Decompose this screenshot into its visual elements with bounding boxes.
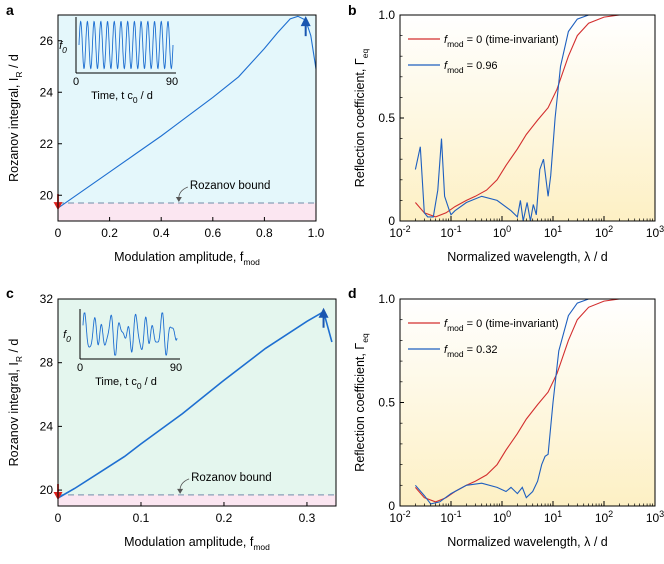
y-axis-label: Rozanov integral, IR / d — [7, 339, 24, 467]
x-tick-label: 102 — [595, 509, 613, 525]
plot-frame — [57, 14, 317, 222]
x-tick-label: 0.3 — [299, 511, 316, 525]
modulated-curve — [414, 298, 655, 505]
y-tick-label: 0 — [388, 499, 395, 513]
inset-x-tick-label: 0 — [77, 362, 83, 374]
x-tick-label: 0.2 — [101, 226, 118, 240]
x-tick-label: 0.8 — [256, 226, 273, 240]
x-tick-label: 0 — [55, 226, 62, 240]
above-bound-region — [58, 15, 316, 203]
panel-label: d — [348, 285, 357, 301]
x-axis-label: Modulation amplitude, fmod — [124, 535, 270, 552]
inset-y-label: f0 — [63, 329, 71, 344]
x-tick-label: 102 — [595, 224, 613, 240]
inset-x-label: Time, t c0 / d — [91, 90, 153, 105]
bound-pointer-head — [175, 196, 182, 202]
legend-label-modulated: fmod = 0.96 — [444, 60, 498, 75]
blue-arrow-icon — [300, 16, 311, 27]
y-tick-label: 0 — [388, 214, 395, 228]
x-tick-label: 10-2 — [389, 509, 410, 525]
x-axis-label: Normalized wavelength, λ / d — [447, 535, 608, 549]
panel-b: 10-2 10-1 100 101 102 103 0 0.5 1.0 fmod = 0 (tim… — [348, 2, 664, 264]
panel-d: 10-2 10-1 100 101 102 103 0 0.5 1.0 fmod = 0 (tim… — [348, 285, 664, 549]
x-tick-label: 101 — [544, 509, 562, 525]
y-tick-label: 24 — [40, 85, 54, 99]
below-bound-region — [58, 494, 336, 506]
rozanov-bound-label: Rozanov bound — [190, 180, 271, 192]
panel-label: a — [6, 2, 14, 18]
rozanov-curve — [57, 310, 333, 499]
x-tick-label: 0.6 — [204, 226, 221, 240]
above-bound-region — [58, 299, 336, 495]
x-tick-label: 0.4 — [153, 226, 170, 240]
x-tick-label: 101 — [544, 224, 562, 240]
legend-label-time-invariant: fmod = 0 (time-invariant) — [444, 34, 559, 49]
x-tick-label: 10-1 — [440, 509, 461, 525]
x-axis-label: Normalized wavelength, λ / d — [447, 250, 608, 264]
modulated-curve — [414, 14, 655, 222]
panel-label: b — [348, 2, 357, 18]
y-tick-label: 20 — [40, 188, 54, 202]
y-tick-label: 32 — [40, 292, 54, 306]
legend-label-time-invariant: fmod = 0 (time-invariant) — [444, 318, 559, 333]
y-tick-label: 22 — [40, 137, 54, 151]
plot-background — [400, 15, 655, 221]
x-axis-label: Modulation amplitude, fmod — [114, 250, 260, 267]
y-tick-label: 20 — [40, 483, 54, 497]
x-tick-label: 0.2 — [216, 511, 233, 525]
panel-c: Rozanov bound 0 0.1 0.2 0.3 20 24 28 32 Modulatio… — [6, 285, 337, 552]
legend-label-modulated: fmod = 0.32 — [444, 344, 498, 359]
x-tick-label: 0.1 — [133, 511, 150, 525]
y-axis-label: Reflection coefficient, Γeq — [353, 49, 370, 188]
inset-x-tick-label: 90 — [170, 362, 182, 374]
y-tick-label: 0.5 — [378, 111, 395, 125]
x-tick-label: 100 — [493, 509, 511, 525]
y-tick-label: 0.5 — [378, 396, 395, 410]
panel-a: Rozanov bound 0 0.2 0.4 0.6 0.8 1.0 20 22 24 26 Mod… — [6, 2, 325, 267]
y-tick-label: 28 — [40, 356, 54, 370]
x-tick-label: 1.0 — [308, 226, 325, 240]
y-axis-label: Reflection coefficient, Γeq — [353, 333, 370, 472]
bound-pointer-head — [177, 488, 184, 494]
rozanov-bound-label: Rozanov bound — [191, 472, 272, 484]
y-tick-label: 24 — [40, 419, 54, 433]
y-tick-label: 1.0 — [378, 292, 395, 306]
below-bound-region — [58, 202, 316, 221]
y-axis-label: Rozanov integral, IR / d — [7, 54, 24, 182]
inset-x-label: Time, t c0 / d — [95, 376, 157, 391]
inset-modulation: f0 0 90 Time, t c0 / d — [63, 309, 182, 391]
rozanov-curve — [57, 15, 317, 209]
y-tick-label: 1.0 — [378, 8, 395, 22]
inset-x-tick-label: 0 — [73, 76, 79, 88]
inset-x-tick-label: 90 — [166, 76, 178, 88]
inset-modulation: f0 0 90 Time, t c0 / d — [59, 17, 178, 105]
inset-y-label: f0 — [59, 40, 67, 55]
inset-waveform — [78, 20, 174, 70]
x-tick-label: 103 — [646, 509, 664, 525]
x-tick-label: 10-1 — [440, 224, 461, 240]
x-tick-label: 100 — [493, 224, 511, 240]
y-tick-label: 26 — [40, 34, 54, 48]
x-tick-label: 0 — [55, 511, 62, 525]
panel-label: c — [6, 285, 14, 301]
x-tick-label: 103 — [646, 224, 664, 240]
plot-background — [400, 299, 655, 506]
inset-waveform — [82, 312, 178, 356]
plot-frame — [57, 298, 337, 507]
x-tick-label: 10-2 — [389, 224, 410, 240]
blue-arrow-icon — [318, 307, 329, 318]
